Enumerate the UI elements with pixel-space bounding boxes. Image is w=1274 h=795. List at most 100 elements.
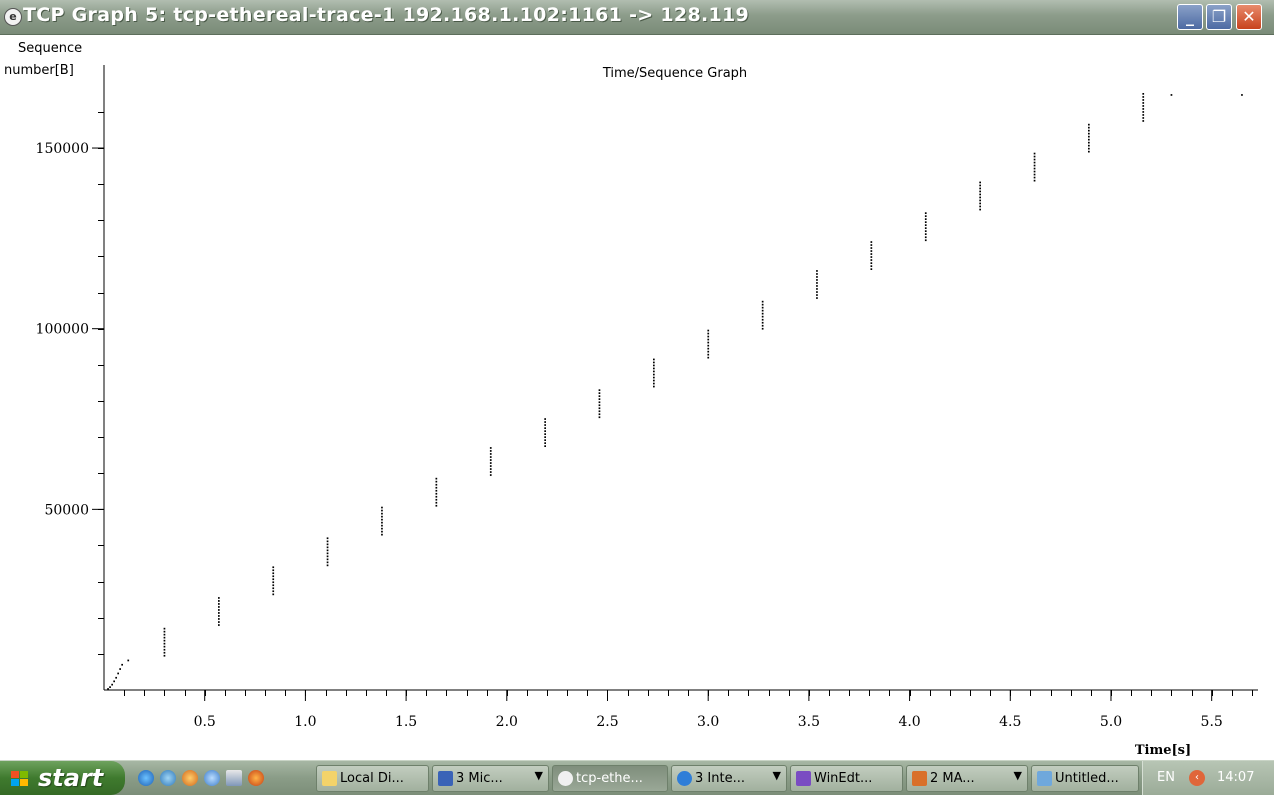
data-point (218, 609, 220, 611)
data-point (598, 398, 601, 400)
x-tick-label: 5.5 (1201, 714, 1223, 730)
clock[interactable]: 14:07 (1217, 770, 1255, 785)
firefox-alt-icon[interactable] (248, 770, 264, 786)
close-button[interactable]: ✕ (1236, 4, 1262, 30)
folder-icon (322, 771, 337, 786)
chart-title: Time/Sequence Graph (602, 66, 747, 81)
task-internet-explorer[interactable]: 3 Inte... ▼ (671, 765, 787, 792)
media-icon[interactable] (160, 770, 176, 786)
data-point (979, 181, 981, 184)
ie-icon[interactable] (138, 770, 154, 786)
data-point (435, 486, 438, 489)
data-point (870, 250, 873, 252)
graph-canvas[interactable]: Sequence number[B] Time/Sequence Graph T… (0, 35, 1274, 760)
data-point (435, 483, 438, 486)
data-point (489, 474, 492, 476)
data-point (163, 627, 166, 630)
data-point (924, 233, 927, 235)
data-point (163, 636, 166, 639)
data-point (870, 256, 873, 258)
data-point (979, 202, 981, 205)
data-point (489, 462, 492, 464)
group-arrow-icon: ▼ (772, 769, 781, 782)
data-point (979, 190, 981, 193)
task-matlab[interactable]: 2 MA... ▼ (906, 765, 1028, 792)
restore-button[interactable]: ❐ (1206, 4, 1232, 30)
data-point (381, 518, 383, 521)
language-indicator[interactable]: EN (1157, 770, 1175, 785)
y-tick-label: 100000 (36, 322, 89, 338)
data-point (1142, 105, 1145, 107)
data-point (326, 549, 329, 552)
data-point (381, 509, 383, 512)
data-point (326, 546, 329, 549)
data-point (1088, 144, 1090, 147)
data-point (761, 303, 764, 306)
data-point (218, 615, 220, 617)
data-point (761, 318, 764, 321)
window-titlebar[interactable]: e TCP Graph 5: tcp-ethereal-trace-1 192.… (0, 0, 1274, 35)
data-point (435, 489, 438, 492)
data-point (272, 578, 275, 581)
task-word[interactable]: 3 Mic... ▼ (432, 765, 549, 792)
data-point (544, 430, 546, 432)
data-point (326, 564, 329, 567)
data-point (218, 624, 220, 626)
window-title: TCP Graph 5: tcp-ethereal-trace-1 192.16… (23, 4, 750, 26)
task-winedt[interactable]: WinEdt... (790, 765, 903, 792)
data-point (870, 259, 873, 261)
x-tick-label: 2.0 (496, 714, 518, 730)
data-point (218, 600, 220, 602)
task-label: 3 Mic... (456, 771, 503, 786)
data-point (272, 581, 275, 584)
task-local-disk[interactable]: Local Di... (316, 765, 429, 792)
data-point (272, 584, 275, 587)
network-icon[interactable] (226, 770, 242, 786)
data-point (598, 413, 601, 416)
group-arrow-icon: ▼ (534, 769, 543, 782)
data-point (1088, 132, 1090, 135)
data-point (707, 356, 710, 359)
data-point (816, 270, 818, 272)
data-point (489, 468, 492, 470)
data-point (111, 683, 113, 686)
task-notepad[interactable]: Untitled... (1031, 765, 1139, 792)
data-point (381, 506, 383, 509)
data-point (1088, 138, 1090, 141)
data-point (489, 465, 492, 467)
data-point (653, 379, 655, 382)
data-point (1142, 120, 1145, 122)
data-point (761, 327, 764, 330)
outlook-icon[interactable] (204, 770, 220, 786)
tray-expand-icon[interactable]: ‹ (1189, 770, 1205, 786)
winedt-icon (796, 771, 811, 786)
data-point (924, 236, 927, 239)
data-point (1142, 111, 1145, 113)
firefox-icon[interactable] (182, 770, 198, 786)
start-button[interactable]: start (0, 761, 125, 795)
data-point (707, 344, 710, 347)
data-point (707, 347, 710, 350)
ethereal-icon (558, 771, 573, 786)
data-point (544, 424, 546, 426)
task-label: Local Di... (340, 771, 404, 786)
data-point (272, 590, 275, 593)
data-point (489, 450, 492, 452)
data-point (870, 241, 873, 243)
windows-logo-icon (11, 771, 28, 786)
data-point (1142, 117, 1145, 119)
x-axis-label: Time[s] (1135, 743, 1191, 758)
task-ethereal[interactable]: tcp-ethe... (552, 765, 668, 792)
task-label: Untitled... (1055, 771, 1119, 786)
minimize-button[interactable]: _ (1177, 4, 1203, 30)
data-point (544, 427, 546, 429)
data-point (435, 492, 438, 495)
notepad-icon (1037, 771, 1052, 786)
data-point (653, 385, 655, 388)
data-point (272, 593, 275, 596)
data-point (1033, 167, 1036, 170)
data-point (163, 630, 166, 633)
data-point (326, 543, 329, 546)
data-point (816, 276, 818, 278)
data-point (924, 224, 927, 226)
